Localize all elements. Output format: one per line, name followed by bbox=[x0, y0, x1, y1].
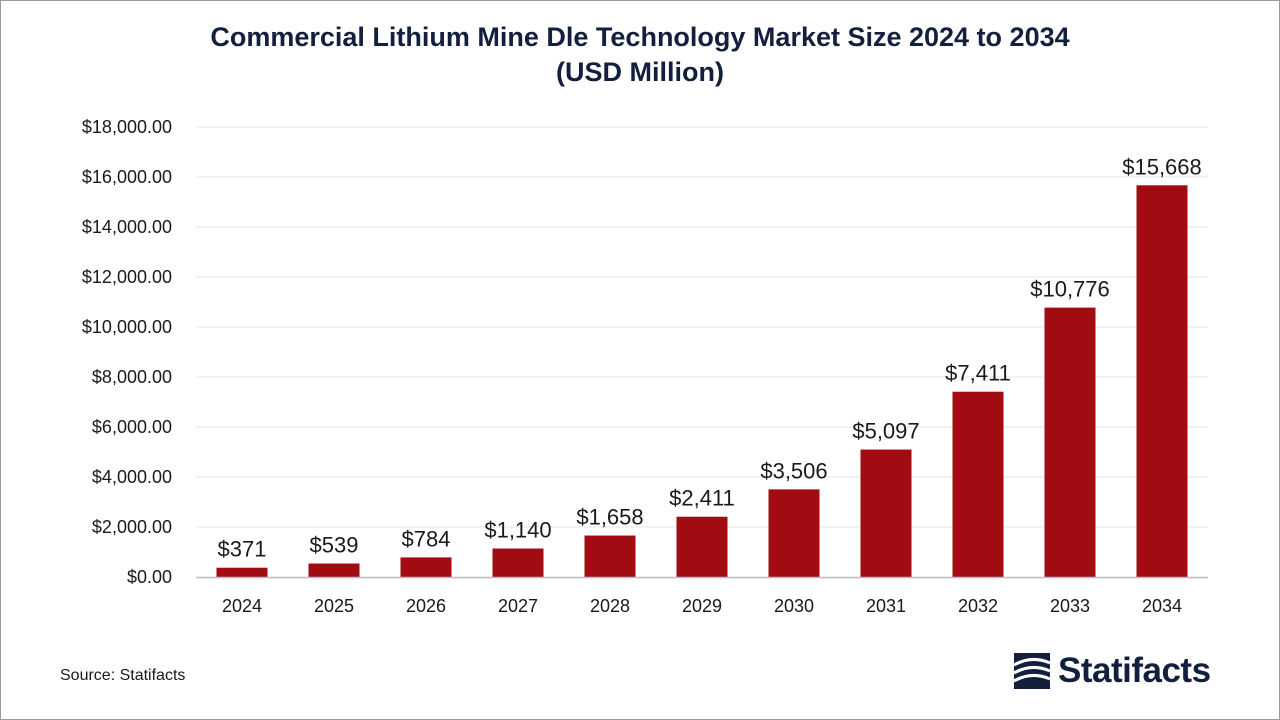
data-label: $371 bbox=[218, 537, 267, 562]
x-tick-label: 2031 bbox=[866, 596, 906, 616]
y-tick-label: $16,000.00 bbox=[82, 167, 172, 187]
y-axis: $0.00 $2,000.00 $4,000.00 $6,000.00 $8,000.0… bbox=[82, 117, 172, 587]
x-tick-label: 2026 bbox=[406, 596, 446, 616]
y-tick-label: $12,000.00 bbox=[82, 267, 172, 287]
bar bbox=[768, 489, 820, 577]
statifacts-logo-icon bbox=[1013, 653, 1051, 689]
bar bbox=[308, 563, 360, 577]
chart-title-line-1: Commercial Lithium Mine Dle Technology M… bbox=[210, 22, 1070, 52]
chart-title-line-2: (USD Million) bbox=[556, 57, 724, 87]
y-tick-label: $6,000.00 bbox=[92, 417, 172, 437]
x-tick-label: 2034 bbox=[1142, 596, 1182, 616]
x-tick-label: 2030 bbox=[774, 596, 814, 616]
bar bbox=[400, 557, 452, 577]
brand-name: Statifacts bbox=[1058, 651, 1211, 690]
y-tick-label: $8,000.00 bbox=[92, 367, 172, 387]
x-tick-label: 2033 bbox=[1050, 596, 1090, 616]
data-label: $7,411 bbox=[945, 361, 1011, 386]
data-label: $10,776 bbox=[1030, 277, 1110, 302]
bar bbox=[1136, 185, 1188, 578]
data-label: $5,097 bbox=[852, 419, 919, 444]
data-label: $784 bbox=[402, 526, 451, 551]
bars bbox=[216, 185, 1188, 578]
x-tick-label: 2028 bbox=[590, 596, 630, 616]
x-axis: 2024 2025 2026 2027 2028 2029 2030 2031 2032 2033… bbox=[196, 576, 1208, 616]
x-tick-label: 2024 bbox=[222, 596, 262, 616]
x-tick-label: 2029 bbox=[682, 596, 722, 616]
bar bbox=[860, 449, 912, 577]
bar bbox=[492, 548, 544, 577]
brand-logo: Statifacts bbox=[1012, 650, 1211, 692]
data-label: $1,658 bbox=[576, 505, 643, 530]
chart-title: Commercial Lithium Mine Dle Technology M… bbox=[0, 20, 1280, 90]
data-label: $539 bbox=[310, 533, 359, 558]
data-label: $2,411 bbox=[669, 486, 735, 511]
data-label: $15,668 bbox=[1122, 154, 1202, 179]
x-tick-label: 2032 bbox=[958, 596, 998, 616]
x-tick-label: 2025 bbox=[314, 596, 354, 616]
bar bbox=[676, 516, 728, 577]
y-tick-label: $4,000.00 bbox=[92, 467, 172, 487]
bar bbox=[584, 535, 636, 577]
bar bbox=[216, 567, 268, 577]
data-labels: $371 $539 $784 $1,140 $1,658 $2,411 $3,506 $5,0… bbox=[218, 154, 1202, 561]
data-label: $3,506 bbox=[760, 458, 827, 483]
bar bbox=[952, 391, 1004, 577]
y-tick-label: $0.00 bbox=[127, 567, 172, 587]
y-tick-label: $2,000.00 bbox=[92, 517, 172, 537]
gridlines bbox=[196, 126, 1208, 528]
data-label: $1,140 bbox=[484, 518, 551, 543]
y-tick-label: $18,000.00 bbox=[82, 117, 172, 137]
y-tick-label: $14,000.00 bbox=[82, 217, 172, 237]
y-tick-label: $10,000.00 bbox=[82, 317, 172, 337]
x-tick-label: 2027 bbox=[498, 596, 538, 616]
source-note: Source: Statifacts bbox=[60, 667, 186, 684]
bar bbox=[1044, 307, 1096, 577]
